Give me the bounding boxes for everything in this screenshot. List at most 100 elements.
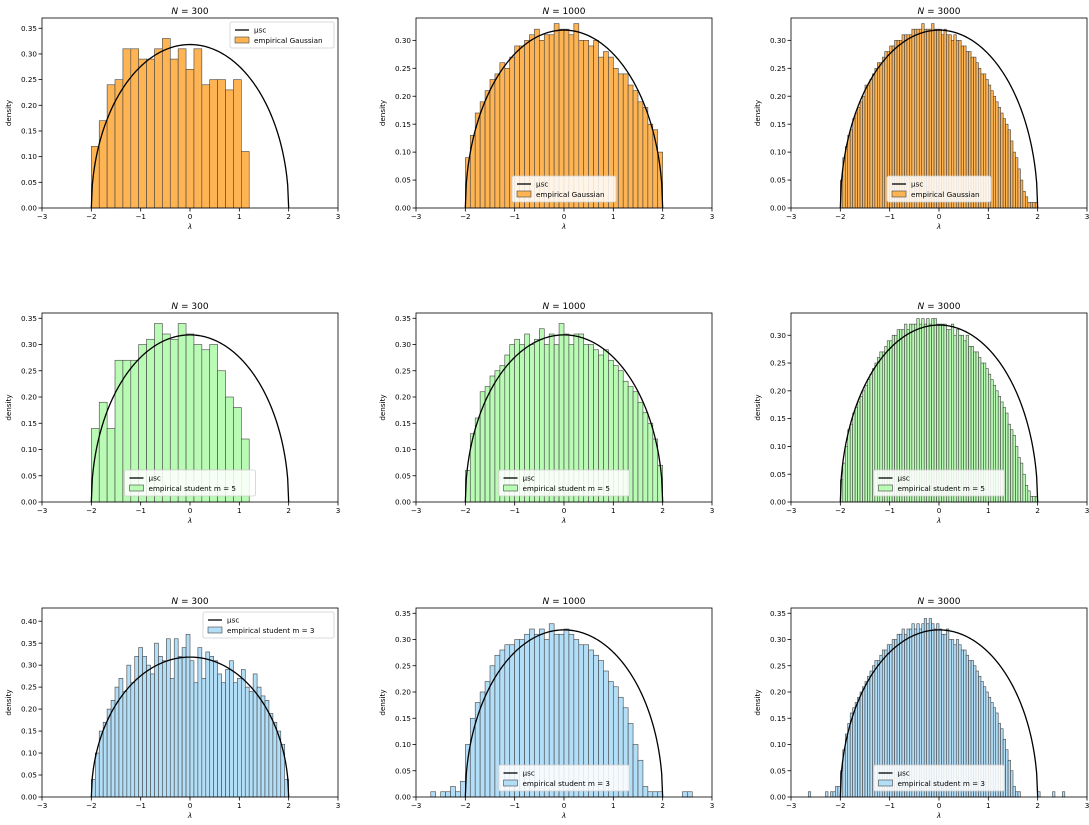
y-tick-label: 0.15 [21,727,37,736]
panel-title: N = 1000 [543,7,586,17]
histogram-bar [110,699,116,798]
histogram-bar [146,58,155,209]
panel-title: N = 3000 [918,597,961,607]
legend-patch-swatch [207,626,223,634]
x-tick-label: −3 [411,212,422,221]
chart-panel-r1c1: −3 −2 −1 0 1 2 3 0.00 0.05 0.10 0.15 0.20 0.25 0.30 0.… [378,302,714,525]
y-tick-label: 0.15 [395,120,411,129]
x-tick-label: 0 [188,212,193,221]
y-tick-label: 0.00 [770,204,786,213]
histogram-bar [445,791,451,798]
histogram-bar [1007,759,1011,798]
histogram-bar [869,79,873,209]
histogram-bar [209,79,218,209]
histogram-bar [647,123,654,209]
histogram-bar [455,791,461,798]
y-tick-label: 0.00 [770,793,786,802]
title-n-symbol: N [543,597,550,607]
y-tick-label: 0.10 [770,740,786,749]
histogram-bar [1012,434,1016,503]
y-tick-label: 0.25 [770,64,786,73]
histogram-bar [867,84,871,209]
histogram-bar [849,423,853,503]
x-tick-label: 0 [937,801,942,810]
x-tick-label: 3 [710,506,715,515]
histogram-bar [430,791,437,798]
x-axis-label: λ [187,222,192,231]
histogram-bar [225,669,230,798]
chart-panel-r0c2: −3 −2 −1 0 1 2 3 0.00 0.05 0.10 0.15 0.20 0.25 0.30 λ d… [753,7,1089,231]
y-tick-label: 0.05 [21,471,37,480]
legend-patch-swatch [129,484,144,492]
y-tick-label: 0.20 [21,393,37,402]
y-tick-label: 0.00 [21,204,37,213]
histogram-bar [637,101,644,209]
y-tick-label: 0.05 [770,766,786,775]
x-axis-label: λ [561,811,566,820]
histogram-bar [1017,791,1021,798]
histogram-bar [268,713,274,798]
histogram-bar [1032,496,1036,503]
y-tick-label: 0.20 [770,92,786,101]
x-tick-label: 1 [986,801,991,810]
semicircle-law-curve [464,29,664,209]
chart-panel-r0c0: −3 −2 −1 0 1 2 3 0.00 0.05 0.10 0.15 0.20 0.25 0.30 0.… [4,7,340,231]
title-n-value: = 3000 [924,7,960,17]
histogram-bar [849,712,853,798]
x-tick-label: −2 [460,801,471,810]
histogram-bar [877,62,881,209]
y-tick-label: 0.35 [395,609,411,618]
title-n-value: = 300 [178,597,209,607]
x-tick-label: 1 [237,801,242,810]
histogram-bar [844,146,849,209]
histogram-bar [484,681,491,798]
title-n-symbol: N [918,597,925,607]
histogram-bar [244,686,250,798]
y-tick-label: 0.10 [21,749,37,758]
semicircle-law-curve [90,334,290,503]
y-tick-label: 0.25 [395,64,411,73]
histogram-bar [201,84,211,209]
y-tick-label: 0.00 [21,498,37,507]
legend-label-curve: μsc [254,26,266,35]
histogram-bars [91,323,250,503]
histogram-bar [1007,129,1011,209]
legend-label-curve: μsc [523,474,535,483]
histogram-bar [869,670,873,798]
histogram-bar [879,62,883,209]
histogram-bar [469,717,476,798]
y-tick-label: 0.35 [21,24,37,33]
legend-label-hist: empirical student m = 5 [523,484,611,493]
x-tick-label: 0 [188,506,193,515]
histogram-bar [872,73,876,209]
histogram-bar [474,417,481,503]
y-tick-label: 0.25 [395,661,411,670]
legend-label-hist: empirical student m = 3 [523,779,611,788]
x-tick-label: −1 [884,506,895,515]
histogram-bar [862,390,866,503]
x-tick-label: −3 [786,506,797,515]
title-n-value: = 1000 [549,597,585,607]
y-tick-label: 0.35 [395,314,411,323]
histogram-bar [248,691,254,798]
x-tick-label: 1 [611,212,616,221]
histogram-bar [864,84,868,209]
x-tick-label: −3 [411,506,422,515]
legend-box [124,469,256,497]
x-tick-label: 3 [710,801,715,810]
histogram-bar [830,791,834,798]
histogram-bar [154,48,163,209]
title-n-symbol: N [171,597,178,607]
y-axis-label: density [753,394,762,421]
histogram-bar [484,386,491,503]
panel-title: N = 3000 [918,302,961,312]
y-tick-label: 0.20 [395,92,411,101]
chart-panel-r1c0: −3 −2 −1 0 1 2 3 0.00 0.05 0.10 0.15 0.20 0.25 0.30 0.… [4,302,340,525]
y-axis-label: density [753,99,762,126]
y-tick-label: 0.25 [770,359,786,368]
x-tick-label: 3 [1085,506,1089,515]
x-tick-label: −1 [884,801,895,810]
